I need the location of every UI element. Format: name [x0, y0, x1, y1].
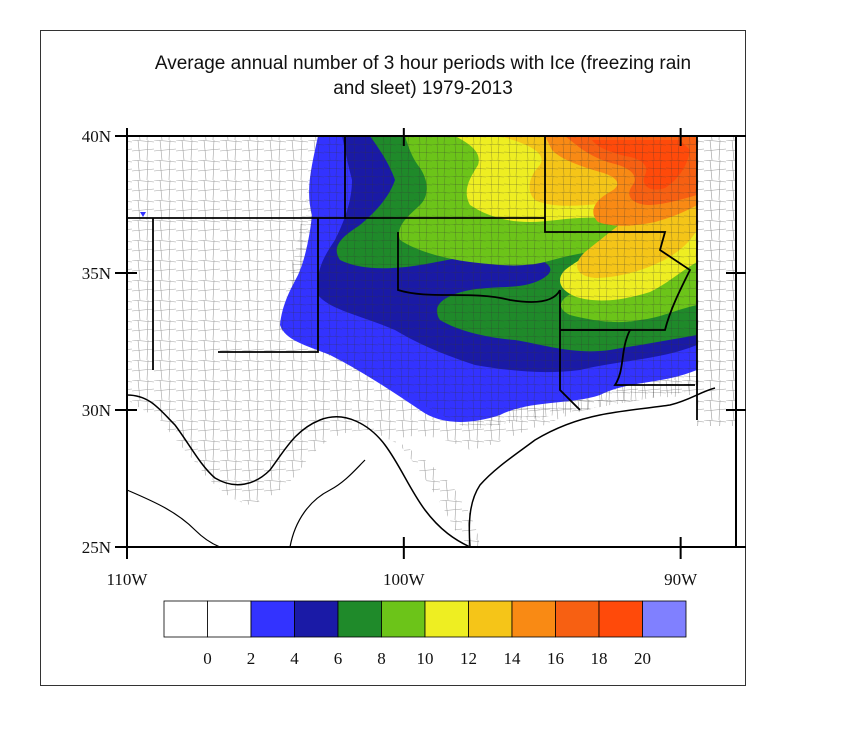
lon-label: 100W: [383, 570, 426, 589]
colorbar-swatch: [163, 600, 208, 638]
colorbar-swatch: [598, 600, 643, 638]
isolated-ice-marker: [140, 212, 146, 217]
colorbar-label: 0: [203, 649, 212, 668]
gulf-of-mexico: [395, 390, 736, 547]
mexico-state-line-2: [289, 459, 366, 547]
east-counties: [697, 136, 736, 426]
lat-label: 30N: [82, 401, 111, 420]
colorbar-label: 4: [290, 649, 299, 668]
colorbar-swatch: [207, 600, 252, 638]
lat-label: 25N: [82, 538, 111, 557]
colorbar-label: 8: [377, 649, 386, 668]
gulf-coastline: [468, 387, 716, 547]
county-lines-overlay: [280, 136, 697, 430]
mexico-state-line: [127, 489, 221, 547]
colorbar-swatch: [642, 600, 687, 638]
colorbar-swatch: [337, 600, 382, 638]
colorbar-swatch: [468, 600, 513, 638]
axis-ticks: [115, 128, 746, 559]
state-boundaries: [127, 136, 698, 420]
title-line-1: Average annual number of 3 hour periods …: [154, 53, 692, 74]
lat-label: 40N: [82, 127, 111, 146]
colorbar-label: 16: [547, 649, 564, 668]
colorbar-labels: 0 2 4 6 8 10 12 14 16 18 20: [203, 649, 651, 668]
colorbar-label: 10: [417, 649, 434, 668]
colorbar: [163, 600, 687, 638]
mexico: [127, 400, 470, 547]
plot-border: [126, 135, 737, 548]
colorbar-label: 12: [460, 649, 477, 668]
colorbar-label: 18: [591, 649, 608, 668]
colorbar-swatch: [555, 600, 600, 638]
title-line-2: and sleet) 1979-2013: [333, 78, 513, 99]
map-plot-area: [127, 136, 736, 547]
colorbar-swatch: [294, 600, 339, 638]
colorbar-swatch: [511, 600, 556, 638]
figure-title: Average annual number of 3 hour periods …: [60, 51, 786, 101]
lon-label: 110W: [107, 570, 149, 589]
longitude-labels: 110W 100W 90W: [107, 570, 699, 589]
latitude-labels: 40N 35N 30N 25N: [82, 127, 111, 557]
colorbar-label: 20: [634, 649, 651, 668]
colorbar-swatch: [381, 600, 426, 638]
lon-label: 90W: [664, 570, 698, 589]
colorbar-swatch: [250, 600, 295, 638]
colorbar-label: 6: [334, 649, 343, 668]
colorbar-swatch: [424, 600, 469, 638]
lat-label: 35N: [82, 264, 111, 283]
colorbar-label: 14: [504, 649, 522, 668]
rio-grande-border: [127, 394, 471, 547]
colorbar-label: 2: [247, 649, 256, 668]
